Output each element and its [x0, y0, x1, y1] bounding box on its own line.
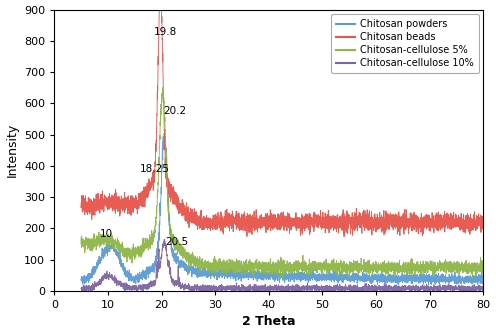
Text: 20.2: 20.2 — [163, 106, 186, 116]
X-axis label: 2 Theta: 2 Theta — [242, 315, 296, 328]
Text: 20.5: 20.5 — [165, 236, 188, 246]
Legend: Chitosan powders, Chitosan beads, Chitosan-cellulose 5%, Chitosan-cellulose 10%: Chitosan powders, Chitosan beads, Chitos… — [331, 14, 479, 73]
Text: 19.8: 19.8 — [154, 27, 177, 36]
Y-axis label: Intensity: Intensity — [5, 123, 18, 177]
Text: 18.25: 18.25 — [140, 164, 170, 174]
Text: 10: 10 — [100, 229, 113, 239]
